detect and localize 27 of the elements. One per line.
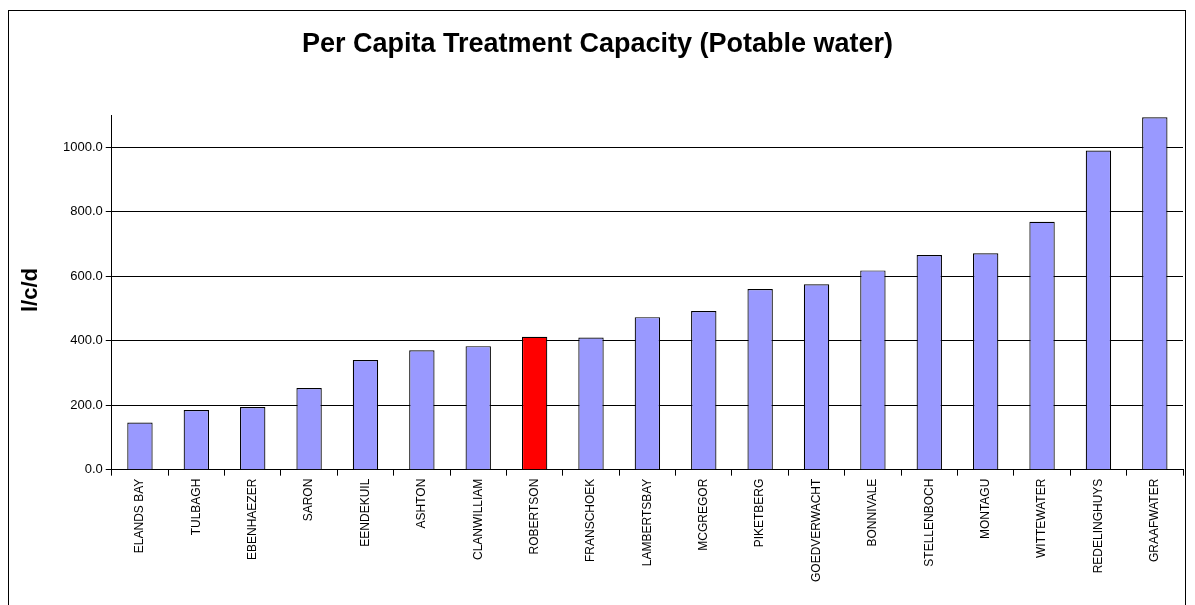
- x-tick-label: WITTEWATER: [1034, 478, 1049, 558]
- y-tick-label: 800.0: [70, 203, 103, 219]
- x-tick-label: PIKETBERG: [752, 478, 767, 548]
- x-tick-label: GOEDVERWACHT: [808, 477, 823, 582]
- x-tick-label: ROBERTSON: [526, 478, 541, 555]
- x-tick-label: ELANDS BAY: [132, 478, 147, 554]
- x-tick-label: TULBAGH: [188, 478, 203, 536]
- x-tick-label: SARON: [301, 478, 316, 522]
- x-tick-label: REDELINGHUYS: [1090, 478, 1105, 574]
- y-tick-label: 200.0: [70, 396, 103, 412]
- x-tick-label: MCGREGOR: [696, 478, 711, 551]
- x-tick-label: EBENHAEZER: [245, 478, 260, 561]
- x-tick-label: BONNIVALE: [865, 478, 880, 547]
- y-tick-label: 600.0: [70, 267, 103, 283]
- x-tick-label: ASHTON: [414, 478, 429, 529]
- y-axis-title: l/c/d: [17, 267, 43, 313]
- x-tick-label: FRANSCHOEK: [583, 478, 598, 562]
- y-tick-label: 1000.0: [63, 138, 103, 154]
- x-tick-label: EENDEKUIL: [357, 478, 372, 547]
- chart-title: Per Capita Treatment Capacity (Potable water): [300, 28, 895, 59]
- y-tick-label: 400.0: [70, 332, 103, 348]
- x-tick-label: GRAAFWATER: [1147, 478, 1162, 562]
- x-tick-label: MONTAGU: [977, 478, 992, 540]
- x-tick-label: STELLENBOCH: [921, 478, 936, 567]
- y-tick-label: 0.0: [84, 461, 103, 477]
- x-tick-label: LAMBERTSBAY: [639, 478, 654, 567]
- x-tick-label: CLANWILLIAM: [470, 478, 485, 561]
